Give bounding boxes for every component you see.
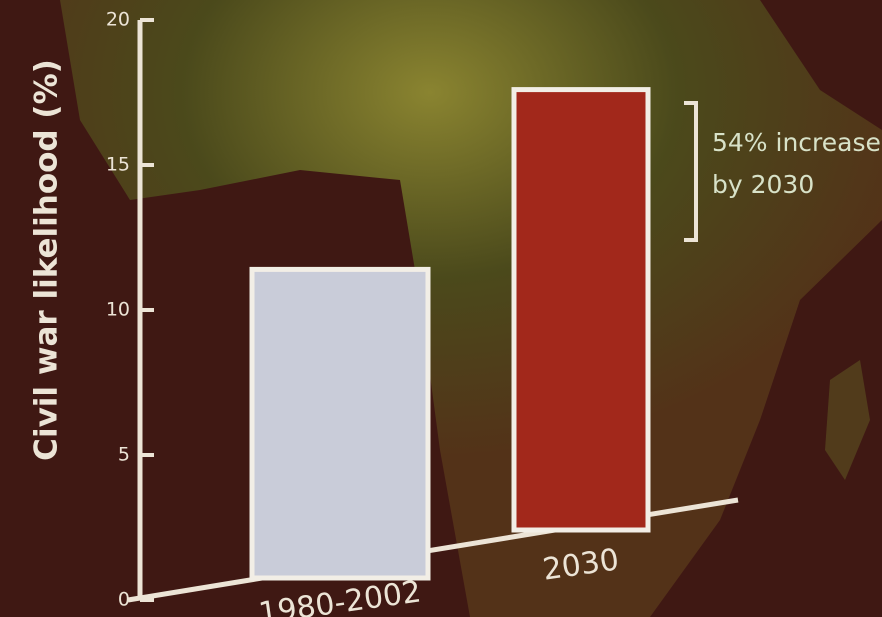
y-axis-label: Civil war likelihood (%) [29, 59, 65, 461]
annotation: 54% increase [712, 128, 881, 157]
y-tick-label: 10 [106, 299, 130, 321]
bar [511, 87, 651, 533]
map-backdrop [60, 0, 882, 617]
y-tick-label: 0 [118, 589, 130, 611]
bracket [684, 101, 698, 242]
map-island [825, 360, 870, 480]
y-tick-label: 20 [106, 9, 130, 31]
y-tick-label: 5 [118, 444, 130, 466]
annotation: by 2030 [712, 170, 814, 199]
bar [249, 266, 431, 581]
y-tick-label: 15 [106, 154, 130, 176]
